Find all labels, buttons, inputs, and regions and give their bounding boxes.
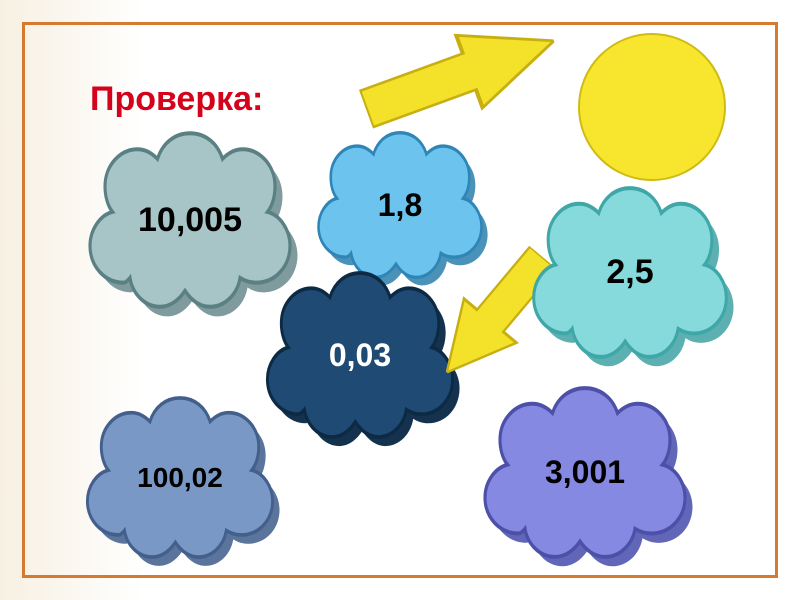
cloud-6: 3,001 [450, 385, 720, 560]
cloud-6-label: 3,001 [450, 385, 720, 560]
cloud-3-label: 2,5 [500, 185, 760, 360]
cloud-3: 2,5 [500, 185, 760, 360]
cloud-2: 1,8 [290, 130, 510, 280]
sun [578, 33, 726, 181]
stage: 10,005 100,02 1,8 3,001 0,03 2,5 Проверк… [0, 0, 800, 600]
cloud-2-label: 1,8 [290, 130, 510, 280]
title: Проверка: [90, 80, 263, 119]
